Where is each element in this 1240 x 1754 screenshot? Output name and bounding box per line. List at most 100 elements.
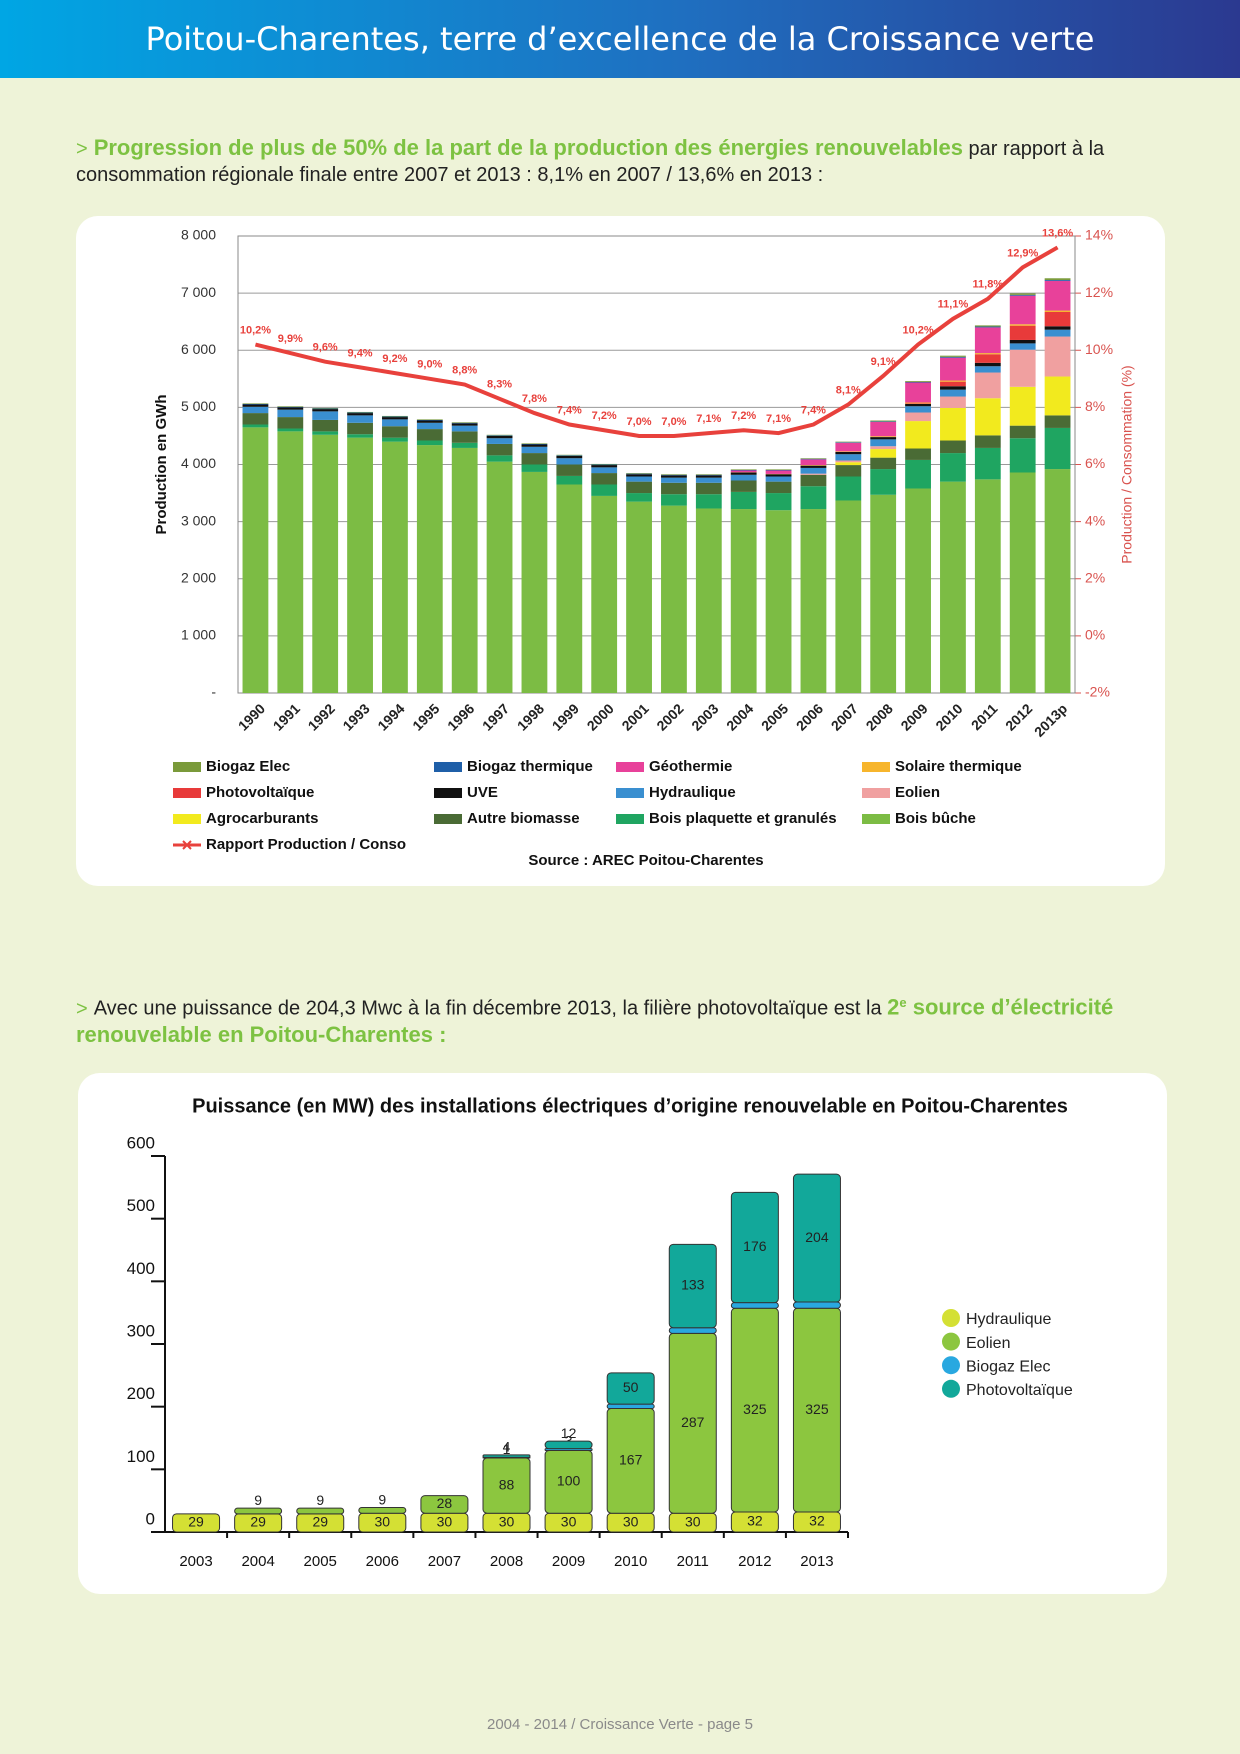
bar-segment — [1009, 438, 1036, 473]
bar-segment — [1009, 472, 1036, 693]
x-tick-label: 2011 — [677, 1553, 709, 1570]
legend-swatch — [616, 762, 644, 772]
bar-segment — [416, 422, 443, 430]
bar-segment — [730, 491, 757, 510]
bar-segment — [591, 467, 618, 474]
bar-segment — [347, 437, 373, 693]
bar-segment — [234, 1507, 283, 1515]
x-tick-label: 2007 — [428, 1553, 461, 1570]
source: Source : AREC Poitou-Charentes — [528, 852, 763, 869]
bar-segment — [556, 475, 583, 485]
data-label: 28 — [437, 1495, 453, 1511]
bar-segment — [870, 437, 897, 440]
bar-segment — [765, 470, 792, 474]
data-label: 7,4% — [557, 404, 582, 416]
y-tick-label: 600 — [127, 1133, 155, 1152]
bar-segment — [277, 431, 304, 693]
bar-segment — [765, 481, 792, 494]
bar-segment — [486, 435, 513, 436]
y2-axis-label: Production / Consommation (%) — [1119, 365, 1135, 563]
bar-segment — [296, 1507, 345, 1515]
legend-swatch — [434, 814, 462, 824]
bar-segment — [382, 441, 408, 693]
bar-segment — [242, 413, 269, 425]
data-label: 167 — [619, 1452, 643, 1468]
y2-tick-label: 12% — [1085, 284, 1113, 300]
legend-label: Biogaz thermique — [467, 758, 593, 775]
bar-segment — [626, 473, 652, 475]
bar-segment — [800, 458, 827, 459]
bar-segment — [626, 473, 652, 474]
bar-segment — [870, 446, 897, 450]
bar-segment — [835, 442, 862, 452]
bar-segment — [486, 461, 513, 693]
legend-label: Biogaz Elec — [966, 1358, 1051, 1375]
x-tick-label: 2001 — [618, 700, 651, 733]
bar-segment — [695, 508, 722, 693]
bar-segment — [312, 431, 339, 435]
bar-segment — [451, 422, 478, 423]
bar-segment — [974, 327, 1001, 354]
data-label: 11,8% — [973, 279, 1004, 291]
legend-swatch — [173, 788, 201, 798]
bar-segment — [626, 474, 652, 477]
legend-swatch — [862, 762, 890, 772]
bar-segment — [905, 459, 931, 489]
bar-segment — [277, 406, 304, 408]
bar-segment — [1009, 349, 1036, 387]
bar-segment — [835, 476, 862, 501]
bar-segment — [792, 1301, 841, 1309]
bar-segment — [661, 475, 687, 478]
bar-segment — [1044, 376, 1071, 416]
x-tick-label: 2012 — [738, 1553, 771, 1570]
bar-segment — [661, 474, 687, 476]
bar-segment — [835, 465, 862, 477]
bar-segment — [661, 494, 687, 506]
data-label: 9,2% — [382, 353, 407, 365]
bar-segment — [382, 416, 408, 418]
legend-swatch — [942, 1309, 960, 1327]
ratio-line — [254, 245, 1059, 438]
data-label: 12 — [561, 1425, 577, 1441]
y2-tick-label: 10% — [1085, 341, 1113, 357]
bar-segment — [1009, 386, 1036, 426]
bar-segment — [591, 465, 618, 468]
x-tick-label: 1995 — [409, 700, 442, 733]
data-label: 9 — [254, 1492, 262, 1508]
bar-segment — [242, 424, 269, 428]
x-tick-label: 1994 — [374, 700, 407, 733]
bar-segment — [347, 411, 373, 413]
legend-label: Hydraulique — [966, 1311, 1051, 1328]
y-tick-label: 8 000 — [181, 227, 216, 243]
data-label: 12,9% — [1007, 247, 1038, 259]
data-label: 7,2% — [592, 410, 617, 422]
legend-swatch — [173, 762, 201, 772]
bar-segment — [626, 476, 652, 482]
bar-segment — [765, 476, 792, 482]
data-label: 7,4% — [801, 404, 826, 416]
bar-segment — [521, 446, 548, 454]
bar-segment — [835, 442, 862, 443]
bar-segment — [940, 357, 966, 381]
legend-label: Rapport Production / Conso — [206, 836, 406, 853]
bar-segment — [451, 423, 478, 426]
bar-segment — [730, 472, 757, 475]
data-label: 7,1% — [696, 413, 721, 425]
legend-swatch — [942, 1356, 960, 1375]
bar-segment — [974, 479, 1001, 693]
y2-tick-label: 4% — [1085, 512, 1105, 528]
bar-segment — [451, 447, 478, 693]
data-label: 133 — [681, 1277, 705, 1293]
bar-segment — [940, 396, 966, 408]
bar-segment — [591, 473, 618, 485]
data-label: 9 — [316, 1492, 324, 1508]
bar-segment — [420, 1495, 469, 1514]
x-tick-label: 1997 — [479, 700, 512, 733]
bar-segment — [347, 412, 373, 414]
bar-segment — [312, 411, 339, 420]
x-tick-label: 2003 — [179, 1553, 212, 1570]
bar-segment — [905, 403, 931, 404]
bar-segment — [730, 469, 757, 470]
bar-segment — [870, 421, 897, 437]
x-tick-label: 2005 — [758, 700, 791, 733]
